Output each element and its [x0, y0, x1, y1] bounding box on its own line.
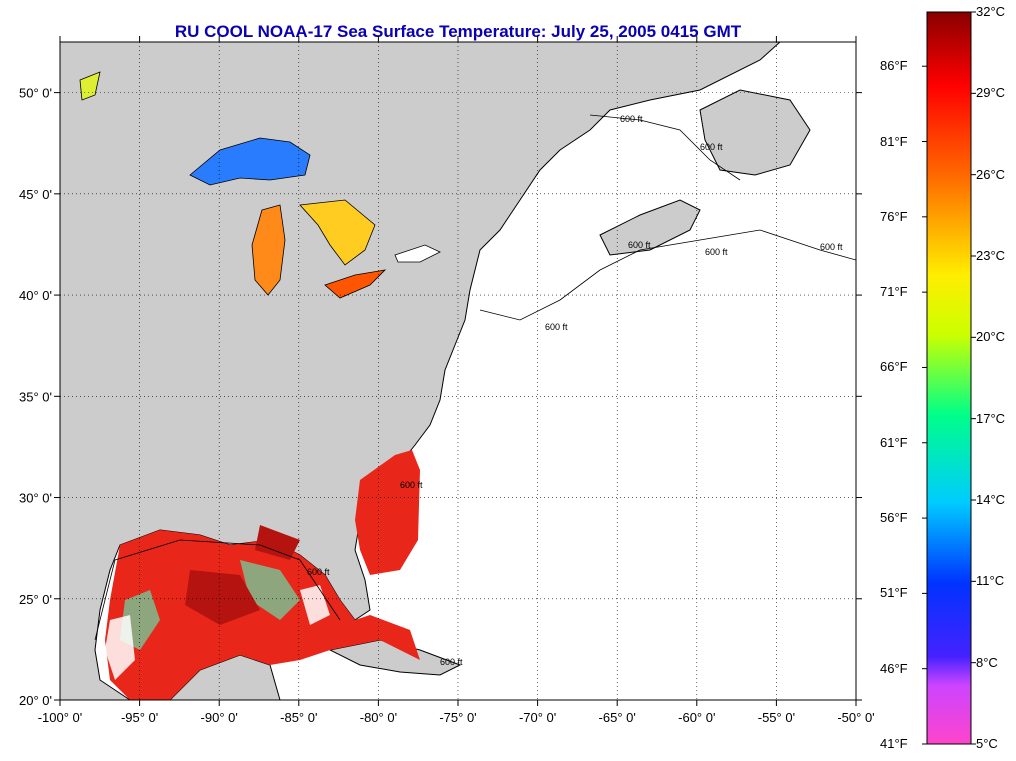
contour-label: 600 ft: [545, 322, 568, 332]
lake-ontario-outline: [394, 244, 441, 263]
colorbar-fahrenheit-label: 61°F: [880, 434, 908, 450]
colorbar-celsius-label: 32°C: [976, 4, 1006, 19]
contour-label: 600 ft: [620, 114, 643, 124]
contour-label: 600 ft: [700, 142, 723, 152]
lat-lon-grid: [60, 42, 856, 700]
colorbar-celsius-label: 29°C: [976, 85, 1006, 101]
colorbar-celsius-label: 23°C: [976, 248, 1006, 263]
depth-contour-600ft-north: [589, 114, 741, 181]
colorbar-celsius-label: 17°C: [976, 410, 1006, 426]
lon-tick-label: -55° 0': [758, 710, 795, 725]
lon-tick-label: -75° 0': [439, 710, 476, 725]
colorbar-celsius-label: 11°C: [976, 573, 1005, 589]
colorbar-celsius-label: 14°C: [976, 492, 1006, 507]
contour-label: 600 ft: [440, 657, 463, 667]
contour-label: 600 ft: [307, 567, 330, 577]
lon-tick-label: -95° 0': [121, 710, 158, 725]
lon-tick-label: -100° 0': [38, 710, 83, 725]
colorbar-fahrenheit-label: 86°F: [880, 58, 908, 74]
contour-label: 600 ft: [628, 240, 651, 250]
gulf-cold-patches: [120, 560, 300, 650]
lake-huron-sst: [299, 199, 376, 266]
newfoundland-land: [699, 89, 811, 176]
colorbar-fahrenheit-label: 41°F: [880, 736, 908, 751]
colorbar-fahrenheit-label: 71°F: [880, 284, 908, 300]
lat-tick-label: 35° 0': [19, 389, 52, 404]
gulf-of-mexico-sst: [105, 530, 420, 700]
colorbar-fahrenheit-label: 66°F: [880, 359, 908, 375]
map-title: RU COOL NOAA-17 Sea Surface Temperature:…: [174, 22, 742, 41]
lat-tick-label: 20° 0': [19, 693, 52, 708]
gulf-warm-core: [185, 525, 300, 625]
colorbar-fahrenheit-label: 51°F: [880, 585, 908, 601]
lon-tick-label: -90° 0': [201, 710, 238, 725]
lake-superior-sst: [189, 137, 311, 186]
depth-contour-600ft: [479, 229, 856, 321]
contour-label: 600 ft: [820, 242, 843, 252]
gulf-cloud-gaps: [105, 585, 330, 680]
colorbar-fahrenheit-label: 81°F: [880, 133, 908, 149]
colorbar-fahrenheit-label: 46°F: [880, 660, 908, 676]
maritimes-land: [599, 199, 701, 256]
colorbar-celsius-label: 26°C: [976, 166, 1006, 182]
depth-contour-600ft-gulf: [94, 539, 341, 641]
atlantic-se-sst: [355, 450, 420, 575]
colorbar: [926, 11, 972, 745]
colorbar-celsius-label: 20°C: [976, 329, 1006, 345]
lake-winnipeg-sst: [79, 71, 101, 101]
lat-tick-label: 30° 0': [19, 491, 52, 506]
colorbar-celsius-label: 5°C: [976, 736, 998, 751]
contour-label: 600 ft: [400, 480, 423, 490]
lake-erie-sst: [324, 269, 387, 299]
lon-tick-label: -65° 0': [599, 710, 636, 725]
lat-tick-label: 40° 0': [19, 288, 52, 303]
colorbar-ticks: [922, 11, 976, 745]
axis-ticks: -100° 0' -95° 0' -90° 0' -85° 0' -80° 0' -75°…: [19, 36, 875, 725]
colorbar-celsius-label: 8°C: [976, 654, 998, 670]
colorbar-fahrenheit-label: 76°F: [880, 208, 908, 224]
lon-tick-label: -60° 0': [678, 710, 715, 725]
lat-tick-label: 45° 0': [19, 187, 52, 202]
lake-michigan-sst: [251, 204, 286, 296]
lat-tick-label: 50° 0': [19, 86, 52, 101]
lon-tick-label: -50° 0': [837, 710, 874, 725]
colorbar-fahrenheit-label: 56°F: [880, 510, 908, 526]
contour-label: 600 ft: [705, 247, 728, 257]
lon-tick-label: -70° 0': [519, 710, 556, 725]
lon-tick-label: -80° 0': [360, 710, 397, 725]
lat-tick-label: 25° 0': [19, 592, 52, 607]
lon-tick-label: -85° 0': [280, 710, 317, 725]
